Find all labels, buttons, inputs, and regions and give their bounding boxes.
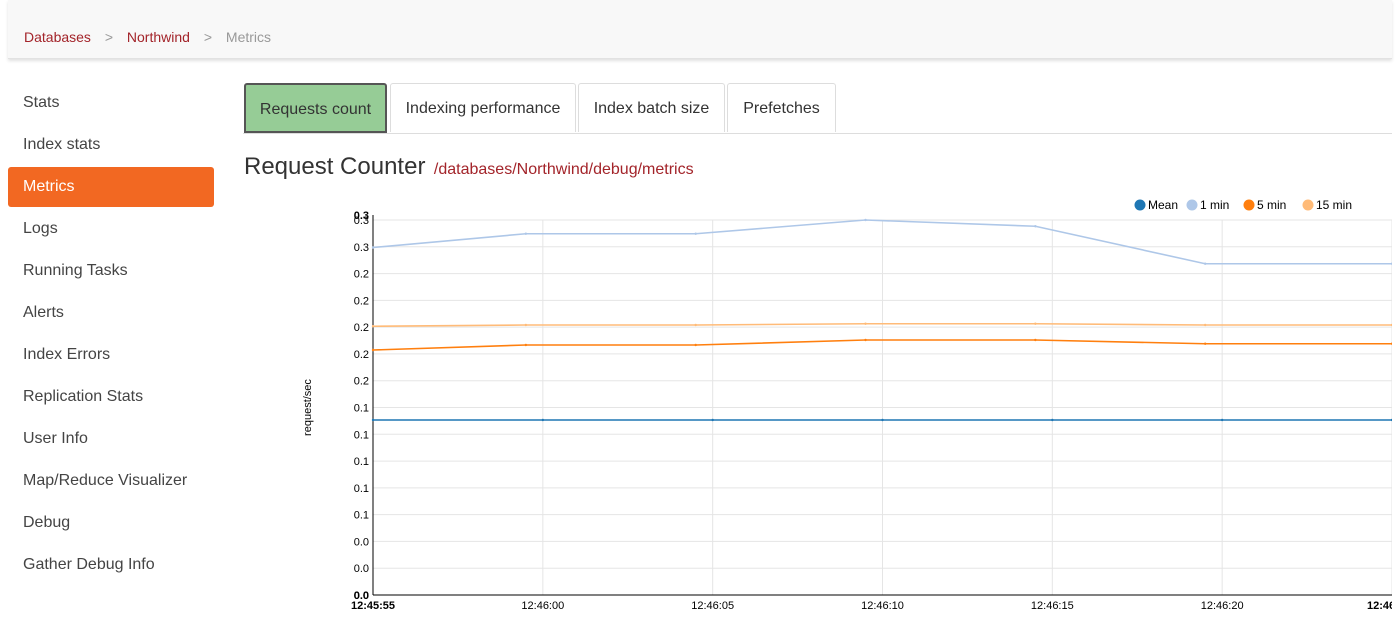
x-tick-label: 12:46:15 [1031, 600, 1074, 612]
sidebar-item-replication-stats[interactable]: Replication Stats [23, 388, 144, 405]
sidebar-item-index-stats[interactable]: Index stats [23, 136, 101, 153]
data-point [881, 418, 884, 422]
y-tick-label: 0.2 [354, 322, 369, 334]
data-point [694, 323, 697, 327]
sidebar-item-alerts[interactable]: Alerts [23, 304, 64, 321]
data-point [1034, 225, 1037, 228]
metrics-endpoint-path: /databases/Northwind/debug/metrics [433, 161, 694, 178]
y-tick-label: 0.1 [354, 483, 369, 495]
y-tick-label: 0.0 [354, 590, 369, 602]
tab-indexing-performance[interactable]: Indexing performance [390, 83, 576, 132]
data-point [524, 232, 528, 235]
data-point [1034, 338, 1037, 342]
data-point [524, 323, 528, 327]
data-point [694, 343, 697, 347]
data-point [711, 418, 714, 422]
data-point [864, 322, 867, 325]
y-tick-label: 0.2 [354, 376, 369, 388]
data-point [1051, 418, 1054, 422]
data-point [1390, 418, 1394, 422]
sidebar-item-map-reduce-visualizer[interactable]: Map/Reduce Visualizer [23, 472, 188, 489]
top-bar: Databases > Northwind > Metrics [8, 0, 1392, 59]
legend-label: 15 min [1316, 198, 1352, 212]
legend-swatch [1134, 199, 1146, 211]
breadcrumb-separator: > [104, 29, 114, 45]
y-tick-label: 0.1 [354, 403, 369, 415]
data-point [371, 348, 375, 352]
y-tick-label: 0.0 [354, 536, 369, 548]
page-title: Request Counter [244, 153, 426, 180]
x-tick-label: 12:45:55 [351, 600, 395, 612]
data-point [1034, 322, 1037, 325]
y-tick-label: 0.0 [354, 590, 369, 602]
data-point [1203, 342, 1207, 345]
x-tick-label: 12:46:10 [861, 600, 904, 612]
breadcrumb-current: Metrics [225, 29, 272, 45]
sidebar-item-gather-debug-info[interactable]: Gather Debug Info [23, 556, 155, 573]
legend-label: 5 min [1257, 198, 1286, 212]
sidebar-item-debug[interactable]: Debug [23, 514, 71, 531]
tab-requests-count[interactable]: Requests count [244, 83, 387, 133]
x-tick-label: 12:46:25 [1367, 600, 1392, 612]
breadcrumb-separator: > [203, 29, 213, 45]
data-point [1390, 342, 1394, 345]
data-point [1390, 262, 1394, 265]
breadcrumb-northwind-link[interactable]: Northwind [126, 29, 190, 45]
sidebar-item-index-errors[interactable]: Index Errors [23, 346, 111, 363]
data-point [1203, 262, 1207, 265]
tab-prefetches[interactable]: Prefetches [727, 83, 836, 132]
breadcrumb: Databases > Northwind > Metrics [24, 29, 271, 45]
sidebar-item-logs[interactable]: Logs [23, 220, 58, 237]
sidebar-item-metrics[interactable]: Metrics [8, 167, 214, 207]
page-heading: Request Counter /databases/Northwind/deb… [244, 153, 694, 181]
y-tick-label: 0.3 [354, 215, 369, 227]
sidebar: Stats Index stats Metrics Logs Running T… [8, 83, 214, 587]
data-point [541, 418, 545, 422]
sidebar-item-running-tasks[interactable]: Running Tasks [23, 262, 128, 279]
data-point [371, 418, 375, 422]
data-point [1220, 418, 1224, 422]
legend-label: Mean [1148, 198, 1178, 212]
y-tick-label: 0.2 [354, 295, 369, 307]
y-tick-label: 0.2 [354, 269, 369, 281]
legend-swatch [1186, 199, 1198, 211]
data-point [864, 218, 867, 222]
x-tick-label: 12:46:00 [521, 600, 564, 612]
legend-swatch [1243, 199, 1255, 211]
y-axis-label: request/sec [302, 379, 314, 436]
legend-swatch [1302, 199, 1314, 211]
y-tick-label: 0.1 [354, 456, 369, 468]
data-point [1203, 323, 1207, 327]
data-point [864, 338, 867, 342]
y-tick-label: 0.3 [354, 210, 369, 222]
request-counter-chart: 0.3 0.3 0.2 0.2 0.2 0.2 0.2 0.1 0.1 0.1 0.1 0.1 0.0 0… [290, 190, 1398, 620]
data-point [524, 343, 528, 347]
sidebar-item-user-info[interactable]: User Info [23, 430, 88, 447]
data-point [694, 232, 697, 235]
sidebar-item-stats[interactable]: Stats [23, 94, 60, 111]
tab-index-batch-size[interactable]: Index batch size [578, 83, 725, 132]
y-tick-label: 0.2 [354, 349, 369, 361]
y-tick-label: 0.3 [354, 242, 369, 254]
y-tick-label: 0.1 [354, 510, 369, 522]
chart-svg: 0.30.30.20.20.20.20.20.10.10.10.10.10.00… [302, 198, 1398, 612]
y-tick-label: 0.0 [354, 563, 369, 575]
data-point [371, 246, 375, 249]
x-tick-label: 12:46:20 [1201, 600, 1244, 612]
x-tick-label: 12:46:05 [691, 600, 734, 612]
legend-label: 1 min [1200, 198, 1229, 212]
y-tick-label: 0.1 [354, 429, 369, 441]
data-point [1390, 323, 1394, 327]
breadcrumb-databases-link[interactable]: Databases [24, 29, 91, 45]
data-point [371, 325, 375, 328]
metrics-tabs: Requests count Indexing performance Inde… [243, 83, 1392, 134]
